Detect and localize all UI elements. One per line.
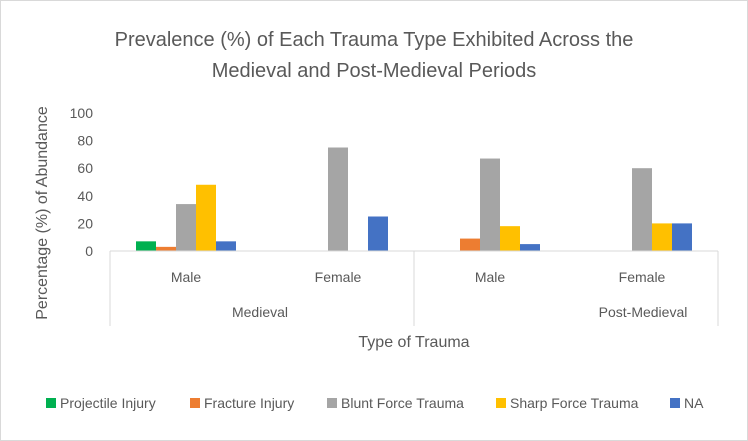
legend-label: Fracture Injury <box>204 395 294 411</box>
legend-swatch <box>190 398 200 408</box>
y-tick-label: 100 <box>70 105 94 121</box>
bar-sharp-force-trauma <box>196 184 216 251</box>
x-group-label: Post-Medieval <box>599 304 688 320</box>
bar-sharp-force-trauma <box>500 226 520 251</box>
legend-swatch <box>670 398 680 408</box>
x-category-label: Female <box>619 269 666 285</box>
x-axis-title: Type of Trauma <box>358 334 469 351</box>
bar-blunt-force-trauma <box>176 204 196 251</box>
bar-na <box>520 244 540 251</box>
x-group-label: Medieval <box>232 304 288 320</box>
y-tick-label: 60 <box>77 160 93 176</box>
legend-label: Blunt Force Trauma <box>341 395 464 411</box>
chart-title-line-1: Prevalence (%) of Each Trauma Type Exhib… <box>115 29 634 51</box>
bar-na <box>216 241 236 251</box>
legend-label: Sharp Force Trauma <box>510 395 639 411</box>
legend-swatch <box>496 398 506 408</box>
bar-blunt-force-trauma <box>480 158 500 251</box>
y-tick-label: 80 <box>77 133 93 149</box>
bar-na <box>672 223 692 251</box>
y-axis-title: Percentage (%) of Abundance <box>34 106 51 320</box>
bar-fracture-injury <box>156 246 176 251</box>
bar-sharp-force-trauma <box>652 223 672 251</box>
x-category-label: Female <box>315 269 362 285</box>
y-tick-label: 0 <box>85 243 93 259</box>
x-category-label: Male <box>475 269 506 285</box>
legend-label: NA <box>684 395 704 411</box>
y-tick-label: 20 <box>77 215 93 231</box>
chart-title-line-2: Medieval and Post-Medieval Periods <box>212 60 537 82</box>
bar-blunt-force-trauma <box>328 147 348 251</box>
legend-label: Projectile Injury <box>60 395 156 411</box>
bar-projectile-injury <box>136 241 156 251</box>
legend-swatch <box>46 398 56 408</box>
x-category-label: Male <box>171 269 202 285</box>
bar-blunt-force-trauma <box>632 168 652 251</box>
y-tick-label: 40 <box>77 188 93 204</box>
bar-fracture-injury <box>460 238 480 251</box>
legend-swatch <box>327 398 337 408</box>
bar-na <box>368 216 388 251</box>
